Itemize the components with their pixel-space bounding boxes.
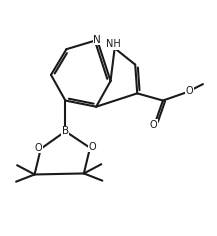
Text: O: O [150,120,158,130]
Text: N: N [93,35,101,45]
Text: O: O [88,142,96,152]
Text: O: O [35,143,43,153]
Text: O: O [186,86,193,96]
Text: B: B [62,126,69,136]
Text: NH: NH [106,39,121,49]
